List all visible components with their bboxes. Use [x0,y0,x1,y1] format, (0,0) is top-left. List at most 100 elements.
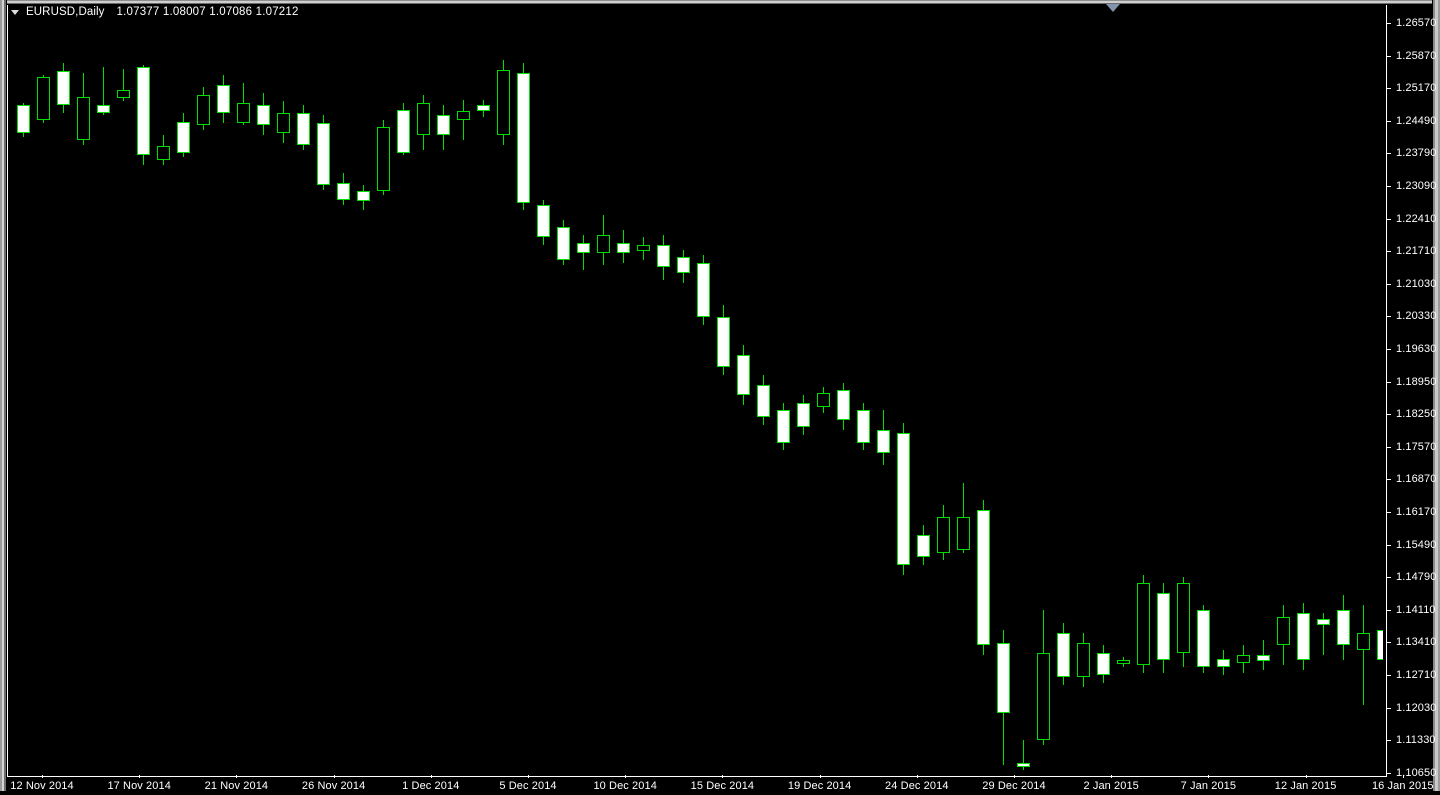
date-axis-tick [625,775,627,778]
price-axis-label: 1.13410 [1396,636,1437,649]
date-axis-tick [42,775,43,778]
candle-body [417,103,430,135]
plot-border-bottom [7,776,1387,777]
price-axis-tick [1387,23,1391,24]
candle-body [597,235,610,253]
price-axis-label: 1.16870 [1396,473,1437,486]
window-frame-right [1432,0,1440,795]
candle-body [17,105,30,133]
candle-body [1177,583,1190,653]
plot-border-right [1386,5,1387,777]
candle-body [817,393,830,407]
candle-body [257,105,270,125]
candle-body [1097,653,1110,675]
candle-body [857,410,870,443]
chevron-down-marker-icon [1106,4,1120,12]
candle-body [297,113,310,145]
price-axis-tick [1387,740,1391,742]
price-axis-label: 1.10650 [1396,766,1437,779]
candle-body [777,410,790,443]
candle-body [237,103,250,123]
price-axis-label: 1.19630 [1396,343,1437,355]
candle-body [1057,633,1070,677]
candle-body [977,510,990,645]
ohlc-summary-label: 1.07377 1.08007 1.07086 1.07212 [116,6,299,18]
price-axis-label: 1.26570 [1396,17,1437,29]
price-axis-label: 1.15490 [1396,538,1437,551]
chart-header: EURUSD,Daily 1.07377 1.08007 1.07086 1.0… [11,6,299,18]
candle-body [737,355,750,395]
price-axis-tick [1387,414,1391,416]
price-axis-label: 1.21030 [1396,277,1437,290]
price-axis-tick [1387,544,1391,546]
date-axis[interactable]: 12 Nov 2014 17 Nov 2014 21 Nov 2014 26 Nov … [7,775,1434,795]
candle-body [1317,619,1330,625]
candle-body [657,245,670,267]
date-axis-tick [139,775,141,778]
date-axis-label: 7 Jan 2015 [1180,780,1237,792]
candle-body [797,403,810,427]
candle-body [1257,655,1270,661]
price-axis-tick [1387,479,1391,481]
date-axis-tick [916,775,918,778]
candle-body [757,385,770,417]
chevron-down-icon[interactable] [11,9,19,15]
price-axis-tick [1387,772,1391,774]
price-axis-label: 1.23790 [1396,147,1437,160]
price-axis-tick [1387,218,1391,220]
date-axis-tick [819,775,821,778]
date-axis-label: 1 Dec 2014 [402,780,460,792]
price-axis-tick [1387,512,1391,513]
candle-body [877,430,890,453]
candle-body [37,77,50,120]
candle-body [1297,613,1310,660]
candle-wick [1363,605,1364,705]
candle-wick [103,67,104,115]
date-axis-tick [1208,775,1210,778]
candle-body [937,517,950,553]
price-axis[interactable]: 1.26570 1.25870 1.25170 1.24490 1.23790 1.230… [1387,5,1436,779]
price-axis-label: 1.21710 [1396,245,1437,258]
candle-body [437,115,450,135]
price-axis-tick [1387,642,1391,644]
date-axis-label: 10 Dec 2014 [593,780,657,792]
price-axis-label: 1.14790 [1396,571,1437,584]
price-axis-label: 1.25870 [1396,49,1437,62]
candle-body [397,110,410,153]
date-axis-tick [1305,775,1307,778]
candle-body [1197,610,1210,667]
candle-body [897,433,910,565]
chart-plot-area[interactable] [7,5,1383,777]
candle-wick [463,100,464,140]
candle-body [717,317,730,367]
price-axis-tick [1387,316,1391,318]
date-axis-tick [236,775,238,778]
price-axis-tick [1387,609,1391,611]
candle-body [497,70,510,135]
candle-body [917,535,930,557]
price-axis-tick [1387,349,1391,350]
plot-border-left [7,5,8,777]
candle-body [97,105,110,113]
candle-body [57,71,70,105]
candle-body [537,205,550,237]
price-axis-label: 1.23090 [1396,180,1437,192]
candle-body [1077,643,1090,677]
date-axis-label: 21 Nov 2014 [204,780,269,792]
candle-body [957,517,970,550]
price-axis-tick [1387,186,1391,187]
candle-body [1037,653,1050,740]
price-axis-label: 1.20330 [1396,310,1437,323]
window-frame-left [0,0,7,795]
date-axis-tick [333,775,335,778]
candle-body [1217,659,1230,667]
candle-body [1237,655,1250,663]
candle-body [377,127,390,191]
candle-body [677,257,690,273]
price-axis-tick [1387,153,1391,155]
price-axis-label: 1.16170 [1396,506,1437,518]
price-axis-label: 1.22410 [1396,212,1437,225]
candle-body [1117,660,1130,664]
date-axis-label: 12 Jan 2015 [1274,780,1337,792]
candle-body [137,67,150,155]
